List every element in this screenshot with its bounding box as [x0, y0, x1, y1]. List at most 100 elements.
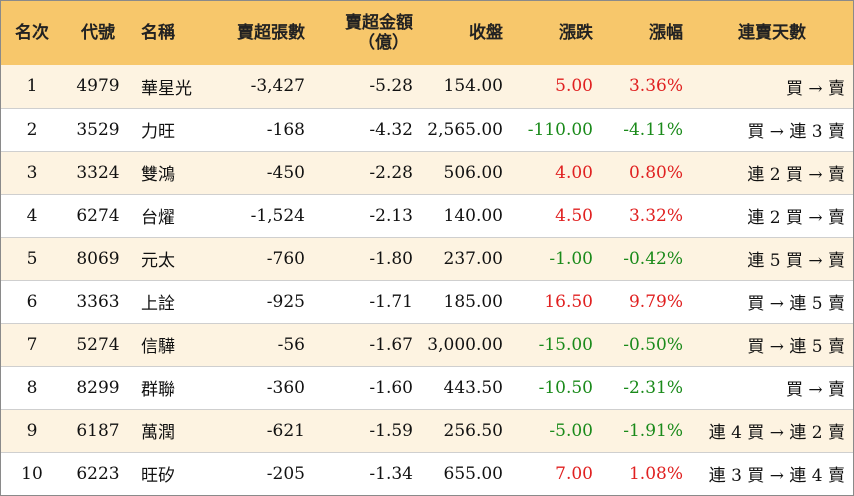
sell-lots-cell: -360: [266, 377, 305, 398]
table-row: 4 6274 台燿 -1,524 -2.13 140.00 4.50 3.32% 連 2 買 →…: [1, 194, 853, 237]
rank-cell: 6: [26, 291, 38, 312]
stock-code-cell: 3363: [76, 291, 120, 312]
stock-code-cell: 3529: [76, 119, 120, 140]
header-change: 漲跌: [559, 23, 593, 43]
change-percent-cell: 0.80%: [628, 162, 683, 183]
sell-amount-cell: -2.28: [369, 162, 413, 183]
sell-lots-cell: -760: [266, 248, 305, 269]
sell-lots-cell: -925: [266, 291, 305, 312]
sell-amount-cell: -1.71: [369, 291, 413, 312]
header-close: 收盤: [469, 23, 503, 43]
sell-amount-cell: -1.59: [369, 420, 413, 441]
header-rank: 名次: [15, 23, 49, 43]
price-change-cell: 4.00: [555, 162, 593, 183]
consecutive-days-cell: 連 4 買 → 連 2 賣: [708, 423, 845, 443]
sell-amount-cell: -1.60: [369, 377, 413, 398]
stock-code-cell: 6223: [76, 463, 120, 484]
sell-lots-cell: -450: [266, 162, 305, 183]
close-price-cell: 3,000.00: [427, 334, 503, 355]
close-price-cell: 506.00: [443, 162, 503, 183]
change-percent-cell: 3.36%: [628, 76, 683, 97]
stock-name-cell: 群聯: [141, 380, 175, 400]
sell-amount-cell: -1.67: [369, 334, 413, 355]
consecutive-days-cell: 買 → 連 3 賣: [747, 122, 845, 142]
header-name: 名稱: [141, 23, 175, 43]
stock-code-cell: 6274: [76, 205, 120, 226]
price-change-cell: -5.00: [549, 420, 593, 441]
rank-cell: 3: [26, 162, 38, 183]
rank-cell: 1: [26, 76, 38, 97]
sell-amount-cell: -4.32: [369, 119, 413, 140]
table-row: 3 3324 雙鴻 -450 -2.28 506.00 4.00 0.80% 連 2 買 → 賣: [1, 151, 853, 194]
change-percent-cell: 3.32%: [628, 205, 683, 226]
rank-cell: 2: [26, 119, 38, 140]
close-price-cell: 154.00: [443, 76, 503, 97]
stock-code-cell: 8299: [76, 377, 120, 398]
stock-code-cell: 5274: [76, 334, 120, 355]
consecutive-days-cell: 連 5 買 → 賣: [747, 251, 845, 271]
stock-code-cell: 3324: [76, 162, 120, 183]
close-price-cell: 443.50: [443, 377, 503, 398]
header-sell-amount: 賣超金額 （億）: [313, 1, 421, 65]
consecutive-days-cell: 連 3 買 → 連 4 賣: [708, 466, 845, 487]
change-percent-cell: -2.31%: [623, 377, 683, 398]
rank-cell: 8: [26, 377, 38, 398]
price-change-cell: -110.00: [527, 119, 593, 140]
stock-name-cell: 萬潤: [141, 423, 175, 443]
sell-lots-cell: -621: [266, 420, 305, 441]
consecutive-days-cell: 買 → 連 5 賣: [747, 294, 845, 314]
change-percent-cell: 9.79%: [628, 291, 683, 312]
table-row: 1 4979 華星光 -3,427 -5.28 154.00 5.00 3.36% 買 → 賣: [1, 65, 853, 108]
sell-amount-cell: -1.80: [369, 248, 413, 269]
table-row: 10 6223 旺矽 -205 -1.34 655.00 7.00 1.08% 連 3 買 → …: [1, 452, 853, 495]
price-change-cell: -1.00: [549, 248, 593, 269]
sell-lots-cell: -168: [266, 119, 305, 140]
price-change-cell: 4.50: [555, 205, 593, 226]
stock-name-cell: 力旺: [141, 122, 175, 142]
header-code: 代號: [81, 23, 115, 43]
stock-name-cell: 元太: [141, 251, 175, 271]
change-percent-cell: 1.08%: [628, 463, 683, 484]
change-percent-cell: -0.50%: [623, 334, 683, 355]
table-row: 8 8299 群聯 -360 -1.60 443.50 -10.50 -2.31% 買 → 賣: [1, 366, 853, 409]
rank-cell: 7: [26, 334, 38, 355]
table-row: 5 8069 元太 -760 -1.80 237.00 -1.00 -0.42% 連 5 買 →…: [1, 237, 853, 280]
sell-amount-cell: -5.28: [369, 76, 413, 97]
consecutive-days-cell: 買 → 連 5 賣: [747, 337, 845, 357]
stock-name-cell: 台燿: [141, 208, 175, 228]
stock-name-cell: 旺矽: [141, 466, 175, 487]
change-percent-cell: -4.11%: [623, 119, 683, 140]
stock-name-cell: 信驊: [141, 337, 175, 357]
close-price-cell: 256.50: [443, 420, 503, 441]
rank-cell: 9: [26, 420, 38, 441]
stock-code-cell: 8069: [76, 248, 120, 269]
price-change-cell: 7.00: [555, 463, 593, 484]
table-row: 6 3363 上詮 -925 -1.71 185.00 16.50 9.79% 買 → 連 5 …: [1, 280, 853, 323]
close-price-cell: 140.00: [443, 205, 503, 226]
consecutive-days-cell: 連 2 買 → 賣: [747, 165, 845, 185]
price-change-cell: 5.00: [555, 76, 593, 97]
header-change-pct: 漲幅: [649, 23, 683, 43]
stock-name-cell: 華星光: [141, 78, 192, 99]
close-price-cell: 237.00: [443, 248, 503, 269]
close-price-cell: 185.00: [443, 291, 503, 312]
change-percent-cell: -0.42%: [623, 248, 683, 269]
header-sell-amount-line2: （億）: [358, 33, 409, 53]
sell-lots-cell: -3,427: [250, 76, 305, 97]
stock-code-cell: 4979: [76, 76, 120, 97]
consecutive-days-cell: 買 → 賣: [785, 380, 845, 400]
consecutive-days-cell: 連 2 買 → 賣: [747, 208, 845, 228]
sell-lots-cell: -1,524: [250, 205, 305, 226]
table-row: 2 3529 力旺 -168 -4.32 2,565.00 -110.00 -4.11% 買 →…: [1, 108, 853, 151]
sell-lots-cell: -56: [277, 334, 305, 355]
header-sell-amount-line1: 賣超金額: [345, 13, 413, 33]
table-body: 1 4979 華星光 -3,427 -5.28 154.00 5.00 3.36% 買 → 賣 2…: [1, 65, 853, 495]
sell-lots-cell: -205: [266, 463, 305, 484]
rank-cell: 5: [26, 248, 38, 269]
price-change-cell: -15.00: [538, 334, 593, 355]
table-row: 7 5274 信驊 -56 -1.67 3,000.00 -15.00 -0.50% 買 → 連…: [1, 323, 853, 366]
price-change-cell: 16.50: [544, 291, 593, 312]
header-row: 名次 代號 名稱 賣超張數 賣超金額 （億） 收盤 漲跌 漲幅 連賣天數: [1, 1, 853, 65]
